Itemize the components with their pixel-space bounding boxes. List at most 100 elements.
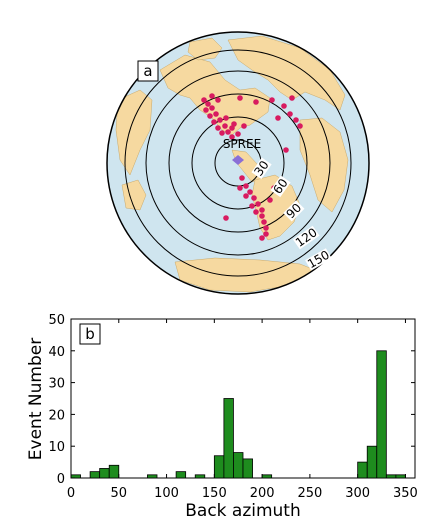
event-marker (251, 195, 257, 201)
event-marker (215, 125, 221, 131)
x-tick-label: 250 (297, 486, 322, 501)
map-border (106, 31, 370, 295)
event-marker (259, 235, 265, 241)
event-marker (241, 123, 247, 129)
event-marker (249, 203, 255, 209)
histogram-bar (376, 350, 387, 479)
x-tick-label: 0 (67, 486, 75, 501)
event-marker (287, 111, 293, 117)
event-marker (205, 101, 211, 107)
event-marker (222, 123, 228, 129)
histogram-bar (366, 445, 378, 479)
y-tick-label: 0 (57, 472, 65, 487)
histogram-bar (385, 474, 397, 479)
event-marker (283, 147, 289, 153)
histogram-bar (99, 468, 110, 479)
event-marker (247, 189, 253, 195)
x-tick-label: 150 (202, 486, 227, 501)
event-marker (225, 129, 231, 135)
event-marker (239, 175, 245, 181)
distance-rings (124, 49, 352, 277)
ring-labels: 30 60 90 120 150 (251, 157, 332, 271)
event-marker (259, 213, 265, 219)
event-marker (243, 183, 249, 189)
continents (115, 35, 349, 293)
event-marker (263, 225, 269, 231)
event-marker (235, 131, 241, 137)
ring-150 (124, 49, 352, 277)
azimuthal-map: SPREE 30 60 90 120 150 (106, 31, 370, 295)
histogram-bar (357, 461, 368, 479)
event-marker (237, 95, 243, 101)
histogram-chart: 0 50 100 150 200 250 300 350 0 10 20 30 40 50 b Back… (26, 313, 418, 521)
histogram-bar (213, 455, 225, 479)
event-marker (267, 197, 273, 203)
ring-90 (168, 93, 308, 233)
plot-frame (70, 318, 416, 479)
event-marker (211, 119, 217, 125)
event-marker (219, 130, 225, 136)
event-marker (223, 115, 229, 121)
continent-eurasia (227, 35, 346, 111)
histogram-bar (233, 452, 244, 479)
event-marker (259, 207, 265, 213)
panel-a-label: a (143, 62, 152, 80)
event-marker (217, 117, 223, 123)
event-marker (293, 117, 299, 123)
event-marker (263, 231, 269, 237)
event-marker (253, 99, 259, 105)
histogram-bar (223, 398, 234, 479)
event-marker (275, 115, 281, 121)
event-marker (237, 185, 243, 191)
event-marker (255, 201, 261, 207)
y-tick-label: 10 (48, 440, 65, 455)
panel-b-label: b (85, 325, 95, 343)
x-tick-label: 200 (250, 486, 275, 501)
histogram-bar (194, 474, 206, 479)
event-marker (201, 97, 207, 103)
event-marker (253, 209, 259, 215)
x-axis-ticks: 0 50 100 150 200 250 300 350 (67, 319, 418, 501)
x-tick-label: 100 (154, 486, 179, 501)
event-marker (209, 93, 215, 99)
event-marker (261, 219, 267, 225)
event-marker (289, 95, 295, 101)
y-tick-label: 50 (48, 313, 65, 328)
event-marker (281, 103, 287, 109)
event-marker (213, 111, 219, 117)
x-tick-label: 300 (345, 486, 370, 501)
bars (70, 350, 406, 479)
y-axis-label: Event Number (26, 338, 46, 460)
histogram-bar (242, 458, 253, 479)
event-marker (207, 113, 213, 119)
y-tick-label: 40 (48, 345, 65, 360)
histogram-bar (147, 474, 158, 479)
y-tick-label: 30 (48, 377, 65, 392)
panel-a-label-box (137, 60, 159, 82)
event-markers (201, 93, 303, 241)
histogram-bar (261, 474, 273, 479)
event-marker (203, 107, 209, 113)
event-marker (229, 125, 235, 131)
ring-120 (145, 70, 331, 256)
x-axis-label: Back azimuth (185, 501, 301, 521)
histogram-bar (89, 471, 101, 479)
histogram-bar (395, 474, 406, 479)
event-marker (223, 215, 229, 221)
x-tick-label: 50 (111, 486, 128, 501)
station-marker (232, 155, 244, 165)
event-marker (229, 134, 235, 140)
station-label: SPREE (223, 137, 261, 151)
x-tick-label: 350 (393, 486, 418, 501)
continent-greenland (187, 37, 223, 61)
histogram-bar (108, 464, 120, 479)
event-marker (243, 193, 249, 199)
y-tick-label: 20 (48, 408, 65, 423)
histogram-bar (175, 471, 187, 479)
y-axis-ticks: 0 10 20 30 40 50 (48, 313, 415, 487)
event-marker (215, 97, 221, 103)
event-marker (297, 123, 303, 129)
event-marker (269, 97, 275, 103)
event-marker (209, 105, 215, 111)
ring-60 (191, 116, 285, 210)
